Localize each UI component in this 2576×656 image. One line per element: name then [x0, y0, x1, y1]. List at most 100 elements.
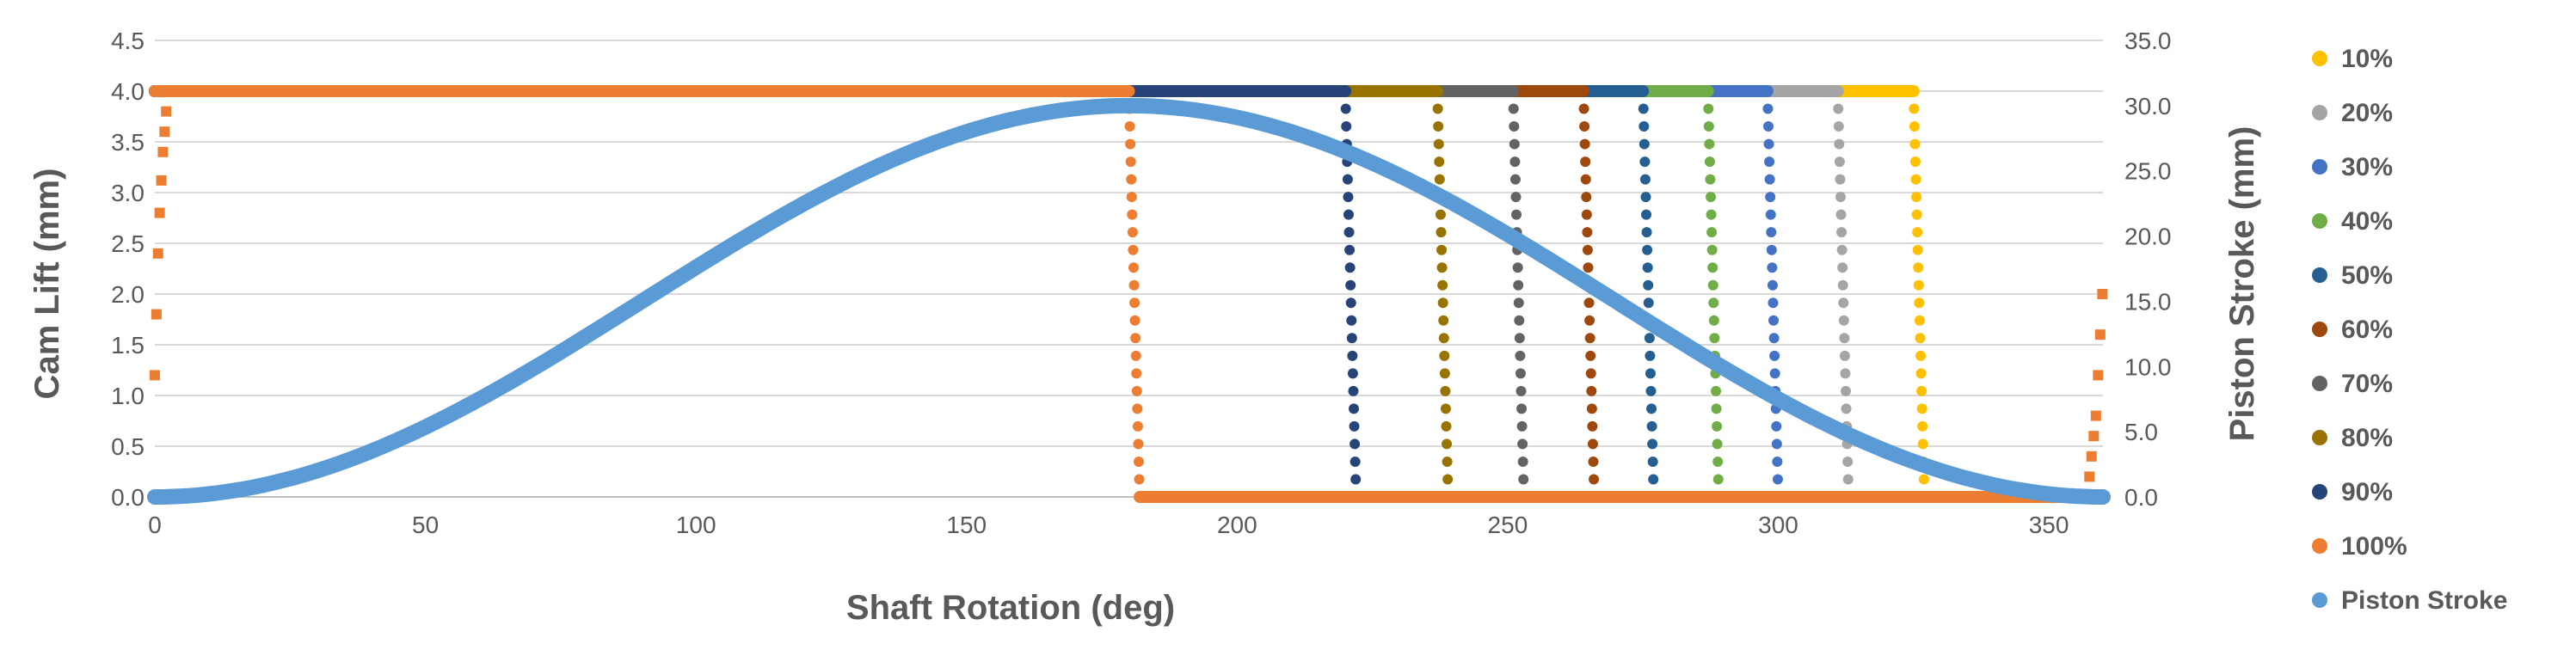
data-point — [1838, 315, 1849, 326]
data-point — [1767, 262, 1778, 273]
data-point — [1341, 121, 1352, 132]
data-point — [1434, 174, 1445, 185]
data-point — [1340, 103, 1351, 114]
data-point — [1434, 156, 1445, 168]
data-point — [1132, 403, 1143, 414]
data-point — [1648, 474, 1659, 485]
data-point — [1638, 103, 1649, 114]
data-point — [1909, 121, 1920, 132]
data-point — [1766, 244, 1777, 255]
data-point — [2086, 451, 2097, 462]
data-point — [1579, 121, 1590, 132]
data-point — [1641, 209, 1652, 220]
data-point — [1509, 174, 1521, 185]
data-point — [1509, 121, 1520, 132]
data-point — [1839, 350, 1850, 361]
data-point — [1344, 262, 1356, 273]
data-point — [1642, 262, 1653, 273]
data-point — [1514, 333, 1525, 344]
data-point — [1437, 297, 1448, 309]
legend: 10% 20% 30% 40% 50% 60% 70% 80% 90% 100% Piston St… — [2312, 45, 2507, 615]
data-point — [1125, 156, 1136, 168]
legend-item: 80% — [2312, 424, 2393, 452]
data-point — [1578, 103, 1589, 114]
data-point — [1918, 474, 1929, 485]
data-point — [1704, 156, 1715, 168]
data-point — [1587, 420, 1598, 432]
data-point — [1132, 420, 1143, 432]
data-point — [1768, 297, 1779, 309]
x-tick-label: 150 — [946, 512, 987, 538]
y-axis-title: Cam Lift (mm) — [28, 169, 66, 400]
data-point — [1439, 368, 1450, 379]
data-point — [157, 146, 169, 157]
data-point — [1581, 192, 1592, 203]
data-point — [1350, 474, 1362, 485]
data-point — [1645, 385, 1657, 396]
y2-tick-label: 0.0 — [2124, 484, 2158, 511]
data-point — [1436, 227, 1447, 238]
data-point — [1712, 420, 1723, 432]
data-point — [1707, 262, 1718, 273]
y2-tick-label: 5.0 — [2124, 419, 2158, 445]
legend-marker — [2312, 538, 2327, 554]
data-point — [1589, 474, 1600, 485]
legend-item: 70% — [2312, 370, 2393, 398]
data-point — [152, 248, 163, 259]
data-point — [1768, 333, 1780, 344]
data-point — [2084, 471, 2095, 482]
data-point — [1709, 333, 1720, 344]
data-point — [1515, 350, 1526, 361]
data-point — [1582, 244, 1593, 255]
data-point — [1711, 385, 1722, 396]
data-point — [1913, 279, 1924, 291]
data-point — [150, 370, 160, 381]
y-tick-label: 4.0 — [111, 78, 144, 105]
data-point — [1706, 209, 1717, 220]
data-point — [1642, 244, 1653, 255]
data-point — [2090, 410, 2101, 421]
data-point — [1514, 315, 1525, 326]
data-point — [1442, 456, 1453, 467]
cam-lift-series — [149, 85, 2109, 503]
data-point — [1342, 174, 1353, 185]
data-point — [1771, 420, 1782, 432]
legend-item: 20% — [2312, 99, 2393, 127]
data-point — [1344, 244, 1356, 255]
data-point — [1512, 262, 1523, 273]
legend-label: 40% — [2341, 207, 2393, 236]
data-point — [1436, 244, 1448, 255]
x-axis-title: Shaft Rotation (deg) — [846, 589, 1175, 627]
x-tick-label: 300 — [1758, 512, 1798, 538]
data-point — [1124, 121, 1135, 132]
data-point — [1763, 138, 1774, 150]
data-point — [1580, 174, 1591, 185]
data-point — [1909, 103, 1920, 114]
data-point — [1436, 262, 1448, 273]
data-point — [1439, 350, 1450, 361]
data-point — [1433, 138, 1444, 150]
data-point — [1911, 209, 1922, 220]
piston-stroke-series — [147, 97, 2111, 505]
data-point — [1647, 438, 1658, 450]
data-point — [1131, 368, 1142, 379]
data-point — [1769, 350, 1780, 361]
y2-tick-label: 35.0 — [2124, 28, 2172, 54]
legend-label: Piston Stroke — [2341, 586, 2507, 615]
data-point — [1438, 315, 1449, 326]
data-point — [1517, 438, 1528, 450]
data-point — [1131, 385, 1142, 396]
data-point — [1129, 315, 1140, 326]
data-point — [1835, 192, 1846, 203]
data-point — [1762, 103, 1774, 114]
data-point — [1134, 474, 1145, 485]
x-tick-label: 100 — [676, 512, 716, 538]
data-point — [1440, 403, 1451, 414]
data-point — [1638, 121, 1650, 132]
data-point — [1911, 192, 1922, 203]
series-100pct — [149, 85, 2109, 503]
data-point — [1703, 121, 1714, 132]
legend-item: 100% — [2312, 532, 2407, 561]
legend-marker — [2312, 592, 2327, 608]
legend-marker — [2312, 376, 2327, 391]
